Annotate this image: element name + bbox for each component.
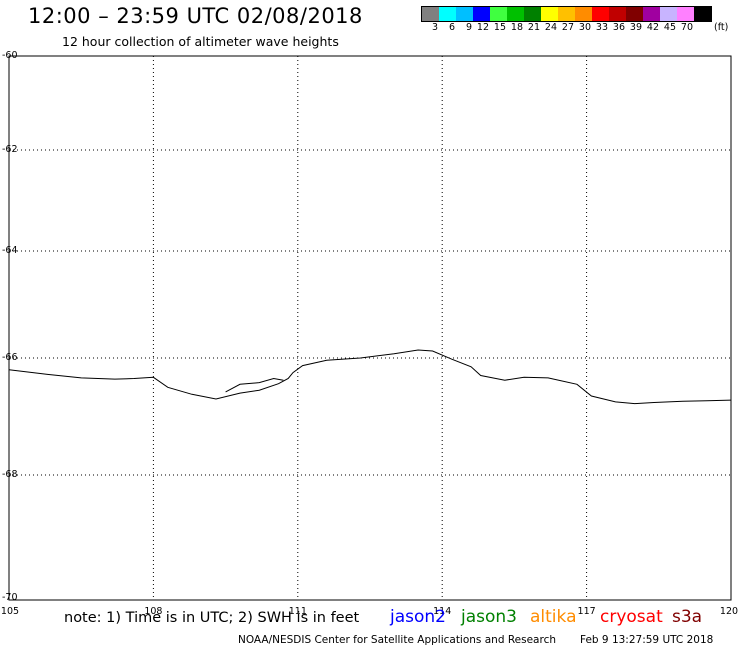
longitude-label: 108 [144,606,163,617]
legend-label: 42 [646,22,659,33]
latitude-label: -68 [2,469,18,480]
legend-label: 33 [595,22,608,33]
longitude-label: 114 [433,606,452,617]
legend-swatch [490,7,507,21]
legend-swatch [643,7,660,21]
map-frame [8,55,732,601]
legend-swatch [660,7,677,21]
legend-label: 6 [448,22,455,33]
legend-swatch [609,7,626,21]
longitude-label: 105 [0,606,20,617]
legend-label: 9 [465,22,472,33]
credit-text: NOAA/NESDIS Center for Satellite Applica… [238,634,556,646]
legend-swatch [507,7,524,21]
footer-note: note: 1) Time is in UTC; 2) SWH is in fe… [64,610,360,626]
wave-height-legend-labels: 3 6 9 12 15 18 21 24 27 30 33 36 39 42 45 70 [421,22,693,33]
legend-swatch [524,7,541,21]
legend-label: 27 [561,22,574,33]
legend-swatch [473,7,490,21]
legend-unit-label: (ft) [714,22,729,33]
latitude-label: -62 [2,144,18,155]
legend-label: 36 [612,22,625,33]
latitude-label: -60 [2,50,18,61]
legend-label: 30 [578,22,591,33]
satellite-label-altika: altika [530,607,577,627]
coastline-inlet [225,377,284,393]
legend-label: 70 [680,22,693,33]
page-subtitle: 12 hour collection of altimeter wave hei… [62,34,339,49]
legend-swatch [558,7,575,21]
legend-label: 24 [544,22,557,33]
legend-swatch [592,7,609,21]
page-title: 12:00 – 23:59 UTC 02/08/2018 [28,4,363,28]
legend-label: 45 [663,22,676,33]
latitude-label: -66 [2,352,18,363]
satellite-label-jason2: jason2 [390,607,446,627]
legend-swatch [694,7,711,21]
longitude-label: 120 [719,606,739,617]
wave-height-color-legend [421,6,712,22]
legend-label: 3 [431,22,438,33]
legend-swatch [626,7,643,21]
legend-swatch [439,7,456,21]
satellite-label-cryosat: cryosat [600,607,663,627]
satellite-label-s3a: s3a [672,607,703,627]
legend-label: 39 [629,22,642,33]
legend-label: 15 [493,22,506,33]
legend-label: 21 [527,22,540,33]
legend-swatch [456,7,473,21]
antarctic-coastline [8,349,732,405]
legend-swatch [575,7,592,21]
latitude-label: -70 [2,592,18,603]
latitude-label: -64 [2,245,18,256]
longitude-label: 111 [288,606,307,617]
legend-swatch [541,7,558,21]
satellite-label-jason3: jason3 [461,607,517,627]
legend-swatch [677,7,694,21]
legend-swatch [422,7,439,21]
legend-label: 18 [510,22,523,33]
legend-label: 12 [476,22,489,33]
longitude-label: 117 [577,606,596,617]
generation-timestamp: Feb 9 13:27:59 UTC 2018 [580,634,714,646]
